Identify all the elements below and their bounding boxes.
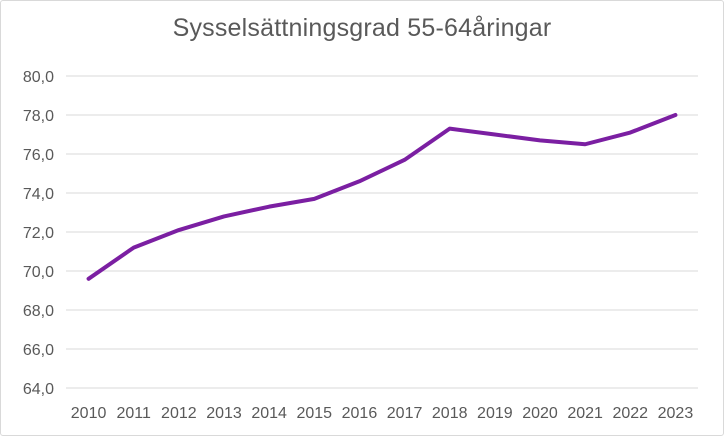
x-tick-label: 2017 xyxy=(387,405,423,422)
y-tick-label: 66,0 xyxy=(23,342,54,359)
x-tick-label: 2016 xyxy=(342,405,378,422)
x-tick-label: 2022 xyxy=(612,405,648,422)
y-tick-label: 64,0 xyxy=(23,381,54,398)
x-tick-label: 2013 xyxy=(206,405,242,422)
y-tick-label: 74,0 xyxy=(23,186,54,203)
x-tick-label: 2020 xyxy=(522,405,558,422)
series-line xyxy=(86,113,678,281)
y-tick-label: 78,0 xyxy=(23,108,54,125)
x-tick-label: 2012 xyxy=(161,405,197,422)
x-tick-label: 2019 xyxy=(477,405,513,422)
y-tick-label: 68,0 xyxy=(23,303,54,320)
chart-title: Sysselsättningsgrad 55-64åringar xyxy=(172,14,552,42)
x-tick-label: 2015 xyxy=(296,405,332,422)
x-tick-label: 2023 xyxy=(658,405,694,422)
x-tick-label: 2014 xyxy=(251,405,287,422)
x-tick-label: 2010 xyxy=(71,405,107,422)
y-tick-label: 80,0 xyxy=(23,69,54,86)
y-tick-label: 70,0 xyxy=(23,264,54,281)
x-tick-label: 2011 xyxy=(117,405,152,422)
y-tick-label: 76,0 xyxy=(23,147,54,164)
y-tick-label: 72,0 xyxy=(23,225,54,242)
x-tick-label: 2021 xyxy=(567,405,603,422)
x-tick-label: 2018 xyxy=(432,405,468,422)
